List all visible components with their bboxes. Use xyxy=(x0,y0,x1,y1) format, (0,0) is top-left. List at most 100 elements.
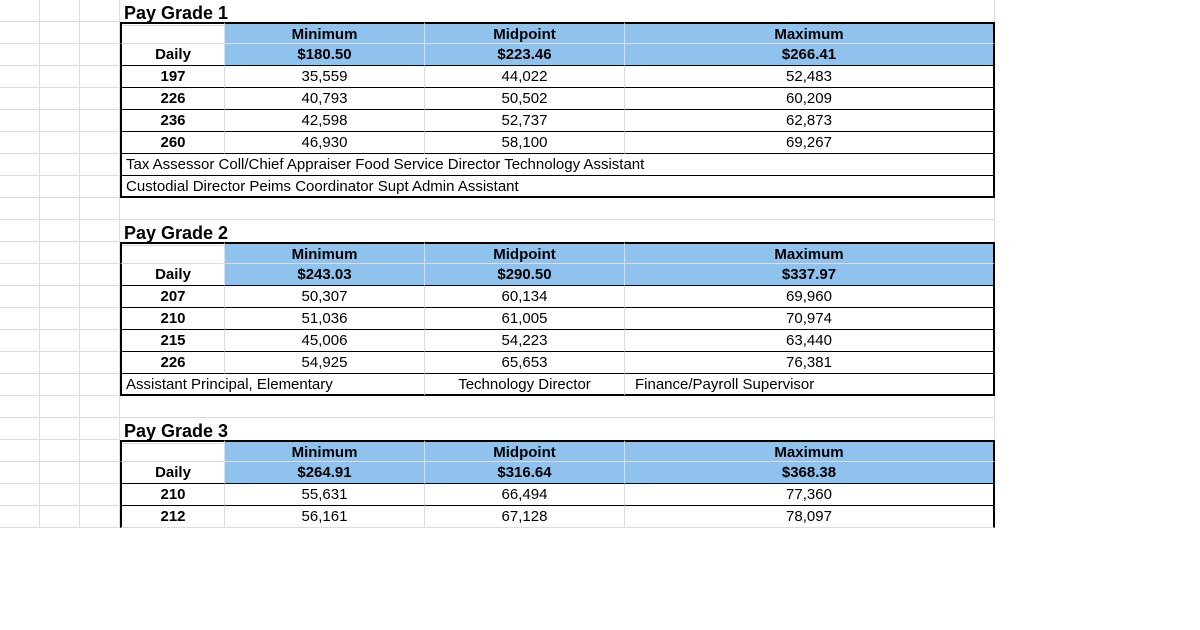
val-min: 56,161 xyxy=(225,506,425,528)
col-header-max: Maximum xyxy=(625,242,995,264)
blank-cell xyxy=(0,44,40,66)
val-min: 54,925 xyxy=(225,352,425,374)
blank-cell xyxy=(0,506,40,528)
val-max: 60,209 xyxy=(625,88,995,110)
blank-cell xyxy=(40,154,80,176)
days-cell: 215 xyxy=(120,330,225,352)
daily-mid: $316.64 xyxy=(425,462,625,484)
val-min: 55,631 xyxy=(225,484,425,506)
blank-cell xyxy=(40,440,80,462)
col-header-min: Minimum xyxy=(225,242,425,264)
blank-cell xyxy=(40,22,80,44)
daily-max: $337.97 xyxy=(625,264,995,286)
val-mid: 60,134 xyxy=(425,286,625,308)
blank-cell xyxy=(40,506,80,528)
blank-cell xyxy=(80,88,120,110)
spacer-row xyxy=(0,396,1200,418)
val-mid: 52,737 xyxy=(425,110,625,132)
col-header-min: Minimum xyxy=(225,22,425,44)
blank-cell xyxy=(0,330,40,352)
footer-text: Custodial Director Peims Coordinator Sup… xyxy=(120,176,995,198)
blank-cell xyxy=(120,440,225,462)
val-max: 70,974 xyxy=(625,308,995,330)
blank-cell xyxy=(40,66,80,88)
val-max: 77,360 xyxy=(625,484,995,506)
val-min: 51,036 xyxy=(225,308,425,330)
grade-title-row: Pay Grade 1 xyxy=(0,0,1200,22)
blank-cell xyxy=(80,308,120,330)
footer-row: Custodial Director Peims Coordinator Sup… xyxy=(0,176,1200,198)
blank-cell xyxy=(0,22,40,44)
blank-cell xyxy=(80,242,120,264)
blank-cell xyxy=(80,198,120,220)
blank-cell xyxy=(80,506,120,528)
daily-min: $180.50 xyxy=(225,44,425,66)
val-max: 78,097 xyxy=(625,506,995,528)
val-min: 40,793 xyxy=(225,88,425,110)
blank-cell xyxy=(40,44,80,66)
blank-cell xyxy=(0,110,40,132)
blank-cell xyxy=(120,242,225,264)
footer-col-1: Assistant Principal, Elementary xyxy=(120,374,425,396)
daily-mid: $290.50 xyxy=(425,264,625,286)
days-cell: 226 xyxy=(120,88,225,110)
blank-cell xyxy=(0,286,40,308)
val-min: 50,307 xyxy=(225,286,425,308)
val-max: 52,483 xyxy=(625,66,995,88)
blank-cell xyxy=(0,132,40,154)
blank-cell xyxy=(40,462,80,484)
blank-cell xyxy=(40,132,80,154)
daily-label: Daily xyxy=(120,462,225,484)
blank-cell xyxy=(40,220,80,242)
column-header-row: Minimum Midpoint Maximum xyxy=(0,242,1200,264)
blank-cell xyxy=(80,22,120,44)
daily-row: Daily $264.91 $316.64 $368.38 xyxy=(0,462,1200,484)
blank-cell xyxy=(120,396,995,418)
val-min: 35,559 xyxy=(225,66,425,88)
blank-cell xyxy=(0,88,40,110)
footer-col-3: Finance/Payroll Supervisor xyxy=(625,374,995,396)
blank-cell xyxy=(40,286,80,308)
val-max: 62,873 xyxy=(625,110,995,132)
col-header-max: Maximum xyxy=(625,22,995,44)
blank-cell xyxy=(80,132,120,154)
footer-text: Tax Assessor Coll/Chief Appraiser Food S… xyxy=(120,154,995,176)
col-header-mid: Midpoint xyxy=(425,440,625,462)
blank-cell xyxy=(40,176,80,198)
blank-cell xyxy=(0,440,40,462)
blank-cell xyxy=(40,418,80,440)
blank-cell xyxy=(0,396,40,418)
blank-cell xyxy=(40,484,80,506)
col-header-max: Maximum xyxy=(625,440,995,462)
blank-cell xyxy=(0,418,40,440)
blank-cell xyxy=(120,22,225,44)
daily-min: $264.91 xyxy=(225,462,425,484)
blank-cell xyxy=(80,330,120,352)
table-row: 210 51,036 61,005 70,974 xyxy=(0,308,1200,330)
blank-cell xyxy=(120,198,995,220)
val-min: 45,006 xyxy=(225,330,425,352)
days-cell: 260 xyxy=(120,132,225,154)
val-min: 42,598 xyxy=(225,110,425,132)
val-mid: 61,005 xyxy=(425,308,625,330)
val-mid: 44,022 xyxy=(425,66,625,88)
val-mid: 50,502 xyxy=(425,88,625,110)
table-row: 226 40,793 50,502 60,209 xyxy=(0,88,1200,110)
footer-row: Tax Assessor Coll/Chief Appraiser Food S… xyxy=(0,154,1200,176)
grade-title-row: Pay Grade 2 xyxy=(0,220,1200,242)
blank-cell xyxy=(80,0,120,22)
blank-cell xyxy=(80,352,120,374)
val-mid: 67,128 xyxy=(425,506,625,528)
blank-cell xyxy=(0,374,40,396)
column-header-row: Minimum Midpoint Maximum xyxy=(0,440,1200,462)
table-row: 212 56,161 67,128 78,097 xyxy=(0,506,1200,528)
val-min: 46,930 xyxy=(225,132,425,154)
blank-cell xyxy=(0,308,40,330)
blank-cell xyxy=(0,198,40,220)
blank-cell xyxy=(0,352,40,374)
val-max: 76,381 xyxy=(625,352,995,374)
footer-row: Assistant Principal, Elementary Technolo… xyxy=(0,374,1200,396)
blank-cell xyxy=(80,396,120,418)
val-max: 69,960 xyxy=(625,286,995,308)
val-mid: 65,653 xyxy=(425,352,625,374)
